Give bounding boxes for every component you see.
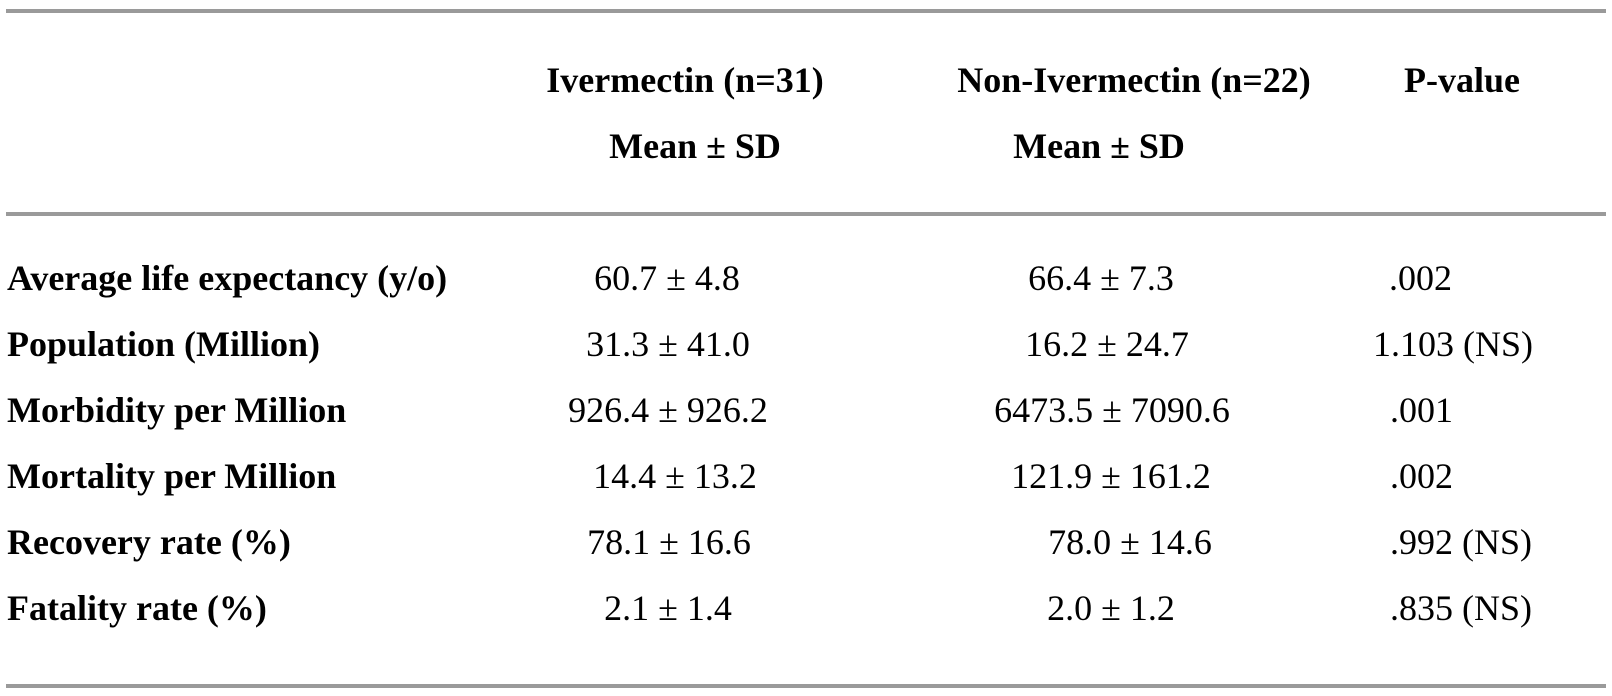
ivermectin-value: 60.7 ± 4.8 [594, 258, 740, 298]
row-label: Mortality per Million [7, 456, 337, 496]
non-ivermectin-value: 16.2 ± 24.7 [1025, 324, 1189, 364]
p-value: .992 (NS) [1390, 522, 1532, 562]
p-value: .835 (NS) [1390, 588, 1532, 628]
row-label: Average life expectancy (y/o) [7, 258, 448, 298]
non-ivermectin-value: 78.0 ± 14.6 [1048, 522, 1212, 562]
top-rule [6, 9, 1606, 13]
header-p-value: P-value [1404, 60, 1520, 100]
header-non-ivermectin: Non-Ivermectin (n=22) [957, 60, 1311, 100]
ivermectin-value: 2.1 ± 1.4 [604, 588, 732, 628]
ivermectin-value: 78.1 ± 16.6 [587, 522, 751, 562]
row-label: Morbidity per Million [7, 390, 347, 430]
ivermectin-value: 31.3 ± 41.0 [586, 324, 750, 364]
header-rule [6, 212, 1606, 216]
p-value: .001 [1390, 390, 1453, 430]
row-label: Population (Million) [7, 324, 321, 364]
header-ivermectin-stat: Mean ± SD [609, 126, 781, 166]
p-value: 1.103 (NS) [1373, 324, 1533, 364]
header-ivermectin: Ivermectin (n=31) [546, 60, 824, 100]
ivermectin-value: 14.4 ± 13.2 [593, 456, 757, 496]
bottom-rule [6, 684, 1606, 688]
p-value: .002 [1390, 456, 1453, 496]
non-ivermectin-value: 66.4 ± 7.3 [1028, 258, 1174, 298]
header-non-ivermectin-stat: Mean ± SD [1013, 126, 1185, 166]
row-label: Fatality rate (%) [7, 588, 267, 628]
ivermectin-value: 926.4 ± 926.2 [568, 390, 768, 430]
non-ivermectin-value: 2.0 ± 1.2 [1047, 588, 1175, 628]
non-ivermectin-value: 121.9 ± 161.2 [1011, 456, 1211, 496]
row-label: Recovery rate (%) [7, 522, 291, 562]
non-ivermectin-value: 6473.5 ± 7090.6 [994, 390, 1230, 430]
p-value: .002 [1389, 258, 1452, 298]
